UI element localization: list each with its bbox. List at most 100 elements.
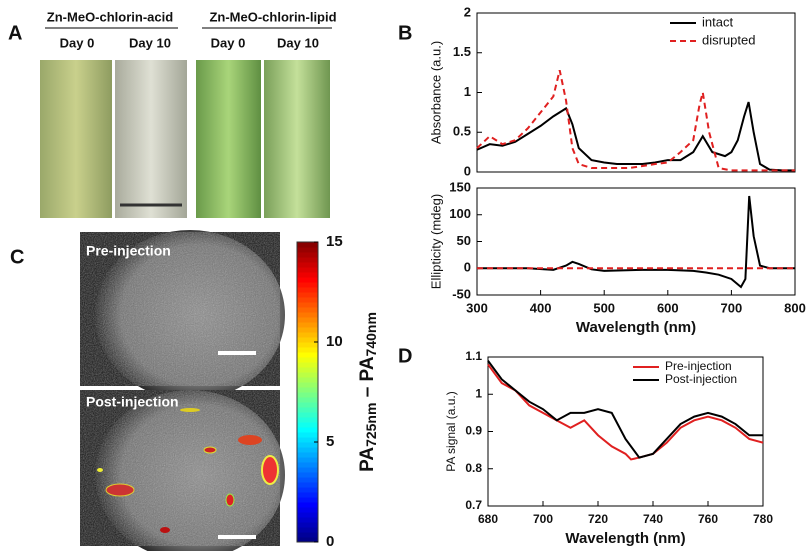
y-tick-label: 0.9 (465, 424, 482, 438)
colorbar-cell (297, 437, 318, 443)
speckle (80, 390, 280, 546)
colorbar-cell (297, 517, 318, 523)
colorbar-cell (297, 242, 318, 248)
panel-label: D (398, 345, 412, 367)
y-tick-label: 0.8 (465, 461, 482, 475)
colorbar-cell (297, 482, 318, 488)
y-tick-label: 0 (464, 163, 471, 178)
colorbar-cell (297, 407, 318, 413)
colorbar-cell (297, 322, 318, 328)
legend-label: Post-injection (665, 372, 737, 386)
colorbar-tick-label: 15 (326, 233, 343, 250)
colorbar-label: PA725nm – PA740nm (357, 312, 379, 472)
x-axis-label: Wavelength (nm) (576, 319, 696, 336)
colorbar-cell (297, 282, 318, 288)
colorbar-tick-label: 0 (326, 533, 334, 550)
y-tick-label: 1 (464, 84, 471, 99)
x-tick-label: 600 (657, 300, 679, 315)
y-axis-label: Absorbance (a.u.) (428, 41, 443, 144)
y-tick-label: 0.7 (465, 498, 482, 512)
x-tick-label: 720 (588, 512, 608, 526)
colorbar-cell (297, 372, 318, 378)
panel-label: B (398, 22, 412, 44)
label-part: 725nm (363, 403, 379, 447)
colorbar-frame (296, 241, 319, 543)
colorbar-cell (297, 522, 318, 528)
colorbar-cell (297, 447, 318, 453)
colorbar-cell (297, 362, 318, 368)
colorbar-cell (297, 272, 318, 278)
colorbar-cell (297, 367, 318, 373)
colorbar-cell (297, 247, 318, 253)
vial-photo (115, 60, 187, 218)
colorbar-cell (297, 412, 318, 418)
x-tick-label: 500 (593, 300, 615, 315)
series-line (476, 70, 795, 172)
y-axis-label: Ellipticity (mdeg) (428, 194, 443, 289)
colorbar-cell (297, 337, 318, 343)
colorbar-cell (297, 262, 318, 268)
y-axis-label: PA signal (a.u.) (444, 391, 458, 471)
colorbar-cell (297, 507, 318, 513)
speckle (80, 232, 280, 386)
colorbar-cell (297, 312, 318, 318)
y-tick-label: 1.1 (465, 349, 482, 363)
colorbar-cell (297, 477, 318, 483)
colorbar-cell (297, 527, 318, 533)
colorbar-cell (297, 292, 318, 298)
colorbar-cell (297, 332, 318, 338)
colorbar-cell (297, 287, 318, 293)
colorbar-cell (297, 432, 318, 438)
x-tick-label: 760 (698, 512, 718, 526)
image-label: Post-injection (86, 394, 179, 410)
day-label: Day 0 (60, 35, 95, 50)
colorbar-cell (297, 397, 318, 403)
day-label: Day 0 (211, 35, 246, 50)
legend-label: intact (702, 14, 733, 29)
label-part: – PA (357, 356, 378, 402)
series-line (487, 360, 763, 459)
x-tick-label: 700 (721, 300, 743, 315)
x-tick-label: 740 (643, 512, 663, 526)
colorbar-tick-label: 10 (326, 333, 343, 350)
colorbar-cell (297, 387, 318, 393)
y-tick-label: 50 (457, 233, 471, 248)
colorbar-cell (297, 352, 318, 358)
colorbar-cell (297, 497, 318, 503)
x-tick-label: 400 (530, 300, 552, 315)
legend-label: disrupted (702, 32, 755, 47)
colorbar-cell (297, 502, 318, 508)
panel-label: A (8, 22, 22, 44)
colorbar-cell (297, 472, 318, 478)
colorbar-cell (297, 307, 318, 313)
vial-photo (40, 60, 112, 218)
colorbar-cell (297, 277, 318, 283)
y-tick-label: 1.5 (453, 44, 471, 59)
colorbar-cell (297, 267, 318, 273)
pa-overlay (97, 408, 279, 533)
x-tick-label: 780 (753, 512, 773, 526)
x-axis-label: Wavelength (nm) (565, 530, 685, 547)
colorbar-cell (297, 422, 318, 428)
series-line (477, 195, 795, 289)
colorbar-cell (297, 382, 318, 388)
colorbar-tick-label: 5 (326, 433, 334, 450)
y-tick-label: 1 (475, 386, 482, 400)
colorbar-cell (297, 297, 318, 303)
colorbar-cell (297, 392, 318, 398)
colorbar-cell (297, 532, 318, 538)
y-tick-label: 0 (464, 260, 471, 275)
group-title: Zn-MeO-chlorin-lipid (209, 9, 336, 24)
panel-a: A Zn-MeO-chlorin-acid Zn-MeO-chlorin-lip… (8, 9, 337, 218)
series-line (487, 363, 764, 461)
image-label: Pre-injection (86, 243, 171, 259)
y-tick-label: 150 (449, 179, 471, 194)
group-title: Zn-MeO-chlorin-acid (47, 9, 173, 24)
colorbar-cell (297, 402, 318, 408)
colorbar-cell (297, 487, 318, 493)
day-label: Day 10 (129, 35, 171, 50)
colorbar-cell (297, 347, 318, 353)
panel-label: C (10, 246, 24, 268)
colorbar-cell (297, 417, 318, 423)
panel-c: C Pre-injection Post-injection (10, 230, 285, 556)
